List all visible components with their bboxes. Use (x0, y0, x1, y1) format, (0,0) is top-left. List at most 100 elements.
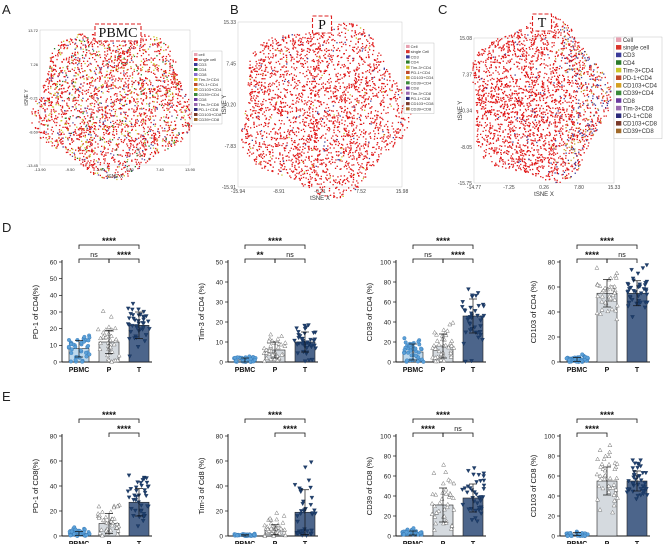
category-label-pbmc: PBMC (69, 367, 90, 374)
category-label-p: P (107, 367, 112, 374)
legend-label: CD39+CD4 (199, 92, 220, 97)
tsne-x-tick: -14.77 (467, 185, 481, 191)
data-points-p (429, 462, 457, 532)
y-tick-label: 40 (548, 493, 556, 500)
legend-swatch (194, 73, 198, 76)
significance-label: **** (102, 236, 117, 246)
legend-label: CD103+CD4 (623, 84, 658, 90)
category-label-t: T (471, 541, 476, 544)
panel-label-d: D (2, 220, 11, 235)
tsne-x-label: tSNE X (534, 192, 554, 198)
significance-bracket: **** (108, 250, 140, 263)
legend-swatch (194, 103, 198, 106)
category-label-p: P (605, 367, 610, 374)
tsne-x-tick: -15.94 (231, 189, 245, 195)
significance-bracket: **** (412, 236, 474, 249)
y-tick-label: 60 (548, 284, 556, 291)
tsne-y-label: tSNE Y (458, 101, 464, 121)
y-tick-label: 20 (216, 319, 224, 326)
legend-swatch (616, 75, 622, 80)
legend-swatch (194, 63, 198, 66)
significance-bracket: **** (78, 410, 140, 423)
y-tick-label: 50 (50, 276, 58, 283)
y-tick-label: 60 (216, 458, 224, 465)
legend-label: cell (199, 52, 205, 57)
tsne-y-tick: 7.45 (226, 61, 236, 67)
tsne-x-tick: 7.80 (574, 185, 584, 191)
y-tick-label: 40 (384, 493, 392, 500)
category-label-t: T (635, 367, 640, 374)
legend-label: CD39+CD8 (199, 117, 220, 122)
significance-label: ns (454, 426, 462, 433)
legend-label: CD103+CD8 (411, 101, 435, 106)
tsne-x-tick: -7.25 (503, 185, 515, 191)
significance-bracket: **** (108, 424, 140, 437)
tsne-point-cloud (472, 16, 612, 184)
y-tick-label: 30 (216, 299, 224, 306)
data-points-t (625, 263, 650, 320)
legend-label: CD8 (199, 72, 208, 77)
tsne-y-tick: 0.20 (226, 103, 236, 109)
legend-swatch (194, 83, 198, 86)
significance-bracket: **** (576, 410, 638, 423)
legend-swatch (406, 81, 410, 85)
legend-swatch (194, 118, 198, 121)
legend-label: PD-1+CD4 (199, 82, 219, 87)
legend-label: CD8 (411, 86, 420, 91)
y-tick-label: 80 (384, 453, 392, 460)
y-tick-label: 20 (548, 513, 556, 520)
significance-bracket: ns (412, 252, 444, 263)
tsne-x-label: tSNE X (107, 174, 124, 180)
tsne-y-tick: 7.26 (30, 62, 39, 67)
tsne-title: P (318, 18, 326, 33)
tsne-y-tick: -8.69 (29, 129, 39, 134)
tsne-x-tick: 13.90 (185, 167, 196, 172)
legend-label: CD103+CD8 (623, 122, 658, 128)
legend-swatch (406, 70, 410, 74)
legend-label: Cell (411, 44, 418, 49)
legend-swatch (616, 37, 622, 42)
legend-label: PD-1+CD4 (623, 76, 653, 82)
category-label-t: T (137, 541, 142, 544)
legend-label: single Cell (411, 49, 430, 54)
tsne-x-label: tSNE X (310, 196, 330, 202)
tsne-x-tick: 15.98 (396, 189, 409, 195)
y-tick-label: 80 (216, 433, 224, 440)
tsne-y-tick: 7.37 (462, 72, 472, 78)
tsne-x-tick: -8.91 (273, 189, 285, 195)
y-tick-label: 60 (548, 473, 556, 480)
legend-label: CD103+CD4 (411, 75, 435, 80)
y-tick-label: 0 (53, 359, 57, 366)
significance-bracket: **** (78, 236, 140, 249)
tsne-y-tick: -0.34 (461, 109, 473, 115)
significance-bracket: **** (244, 410, 306, 423)
y-tick-label: 20 (216, 508, 224, 515)
y-axis-label: CD103 of CD8 (%) (529, 454, 538, 517)
legend-label: PD-1+CD8 (199, 107, 219, 112)
legend-swatch (406, 102, 410, 106)
tsne-y-tick: -0.21 (29, 96, 39, 101)
legend-label: CD8 (623, 99, 636, 105)
significance-label: ns (286, 252, 294, 259)
legend-swatch (616, 83, 622, 88)
data-points-p (594, 442, 620, 515)
y-tick-label: 20 (50, 326, 58, 333)
category-label-pbmc: PBMC (235, 367, 256, 374)
tsne-y-tick: -13.45 (27, 163, 39, 168)
legend-swatch (616, 121, 622, 126)
tsne-x-tick: -9.50 (65, 167, 75, 172)
legend-label: CD4 (199, 67, 208, 72)
significance-bracket: **** (442, 250, 474, 263)
tsne-x-tick: 7.52 (356, 189, 366, 195)
legend-label: PD-1+CD4 (411, 70, 431, 75)
legend-swatch (616, 98, 622, 103)
y-tick-label: 0 (219, 533, 223, 540)
tsne-y-tick: -8.05 (461, 145, 473, 151)
y-tick-label: 0 (387, 359, 391, 366)
legend-swatch (194, 108, 198, 111)
legend-label: PD-1+CD8 (623, 114, 653, 120)
